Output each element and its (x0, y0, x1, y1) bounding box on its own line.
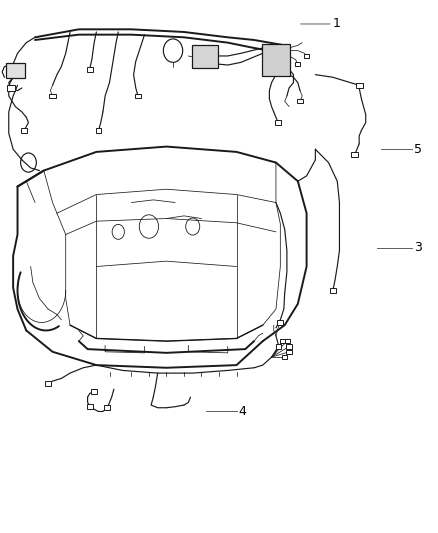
Text: 4: 4 (239, 405, 247, 418)
Bar (297, 99, 303, 103)
Bar (278, 320, 283, 325)
Bar (275, 120, 281, 125)
Bar (87, 404, 93, 408)
Bar (330, 288, 336, 293)
FancyBboxPatch shape (192, 45, 218, 68)
Bar (356, 83, 363, 88)
Bar (276, 344, 281, 349)
Text: 1: 1 (333, 18, 341, 30)
Text: 5: 5 (414, 143, 422, 156)
Bar (91, 389, 97, 394)
Bar (304, 54, 309, 58)
Bar (351, 152, 358, 157)
FancyBboxPatch shape (6, 63, 25, 78)
Bar (135, 94, 141, 98)
Bar (295, 62, 300, 66)
Bar (286, 344, 292, 349)
Text: 3: 3 (414, 241, 422, 254)
Bar (45, 382, 51, 386)
Bar (95, 128, 102, 133)
Bar (286, 350, 292, 354)
Bar (280, 339, 285, 343)
FancyBboxPatch shape (262, 44, 290, 76)
Bar (87, 67, 93, 71)
Bar (282, 355, 287, 359)
Bar (284, 339, 290, 343)
Bar (21, 128, 27, 133)
Bar (7, 85, 15, 91)
Bar (49, 94, 56, 98)
Bar (104, 405, 110, 410)
